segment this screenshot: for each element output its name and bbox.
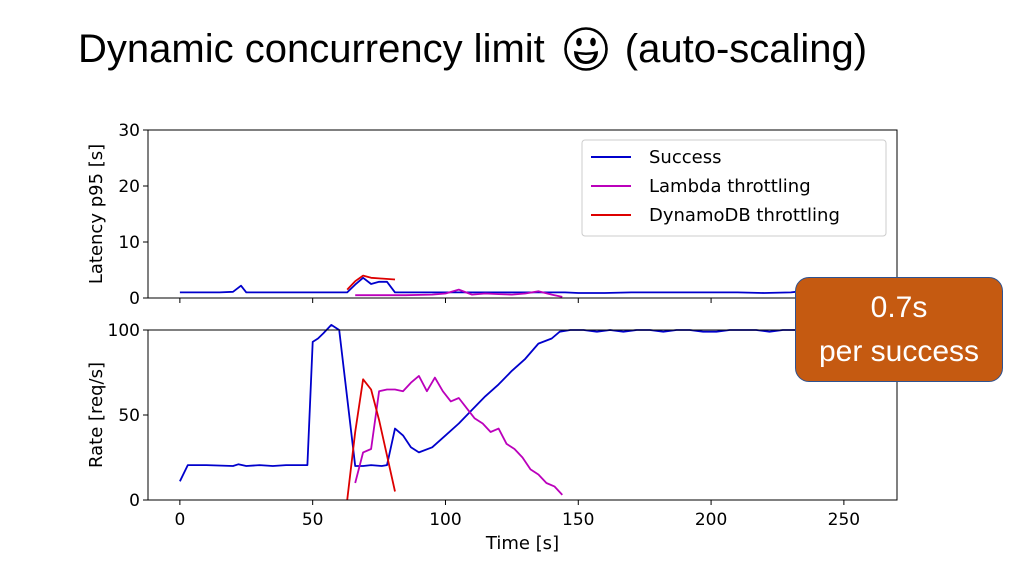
y-tick-label: 0 [129, 289, 140, 309]
y-tick-label: 30 [118, 121, 140, 141]
series-line-dynamodb-throttling [346, 378, 396, 501]
legend-label: DynamoDB throttling [649, 205, 840, 226]
x-tick-label: 50 [302, 510, 324, 530]
latency-panel: 0 10 20 30 Latency p95 [s] Success Lambda thro… [86, 121, 898, 309]
series-line-lambda-throttling [355, 288, 563, 298]
series-line-success [179, 276, 797, 294]
series-line-success [179, 323, 797, 482]
legend-label: Success [649, 147, 721, 168]
x-tick-label: 200 [695, 510, 727, 530]
title-text: Dynamic concurrency limit [78, 26, 545, 71]
y-tick-label: 0 [129, 491, 140, 511]
legend-box [581, 139, 887, 237]
y-axis-label: Latency p95 [s] [86, 144, 107, 284]
series-line-lambda-throttling [354, 374, 563, 496]
y-tick-label: 20 [118, 177, 140, 197]
smiley-face-icon [563, 27, 608, 71]
rate-panel: 0 50 100 0 50 100 150 200 250 Rate [req/s] Time [s… [86, 321, 898, 554]
y-tick-label: 10 [118, 233, 140, 253]
y-tick-label: 100 [108, 321, 140, 341]
plot-frame [147, 129, 898, 299]
legend-label: Lambda throttling [649, 176, 811, 197]
series-line-dynamodb-throttling [346, 274, 396, 291]
y-tick-label: 50 [118, 406, 140, 426]
callout-label: per success [818, 335, 980, 368]
y-axis-label: Rate [req/s] [86, 362, 107, 468]
x-tick-label: 250 [828, 510, 860, 530]
x-tick-label: 150 [562, 510, 594, 530]
callout-box: 0.7s per success [795, 277, 1003, 382]
slide-title: Dynamic concurrency limit (auto-scaling) [78, 26, 867, 72]
callout-value: 0.7s [870, 291, 928, 324]
x-axis-label: Time [s] [485, 533, 559, 554]
legend: Success Lambda throttling DynamoDB throttl… [581, 139, 887, 237]
x-tick-label: 100 [429, 510, 461, 530]
plot-frame [147, 329, 898, 501]
title-suffix: (auto-scaling) [624, 26, 868, 71]
x-tick-label: 0 [174, 510, 185, 530]
